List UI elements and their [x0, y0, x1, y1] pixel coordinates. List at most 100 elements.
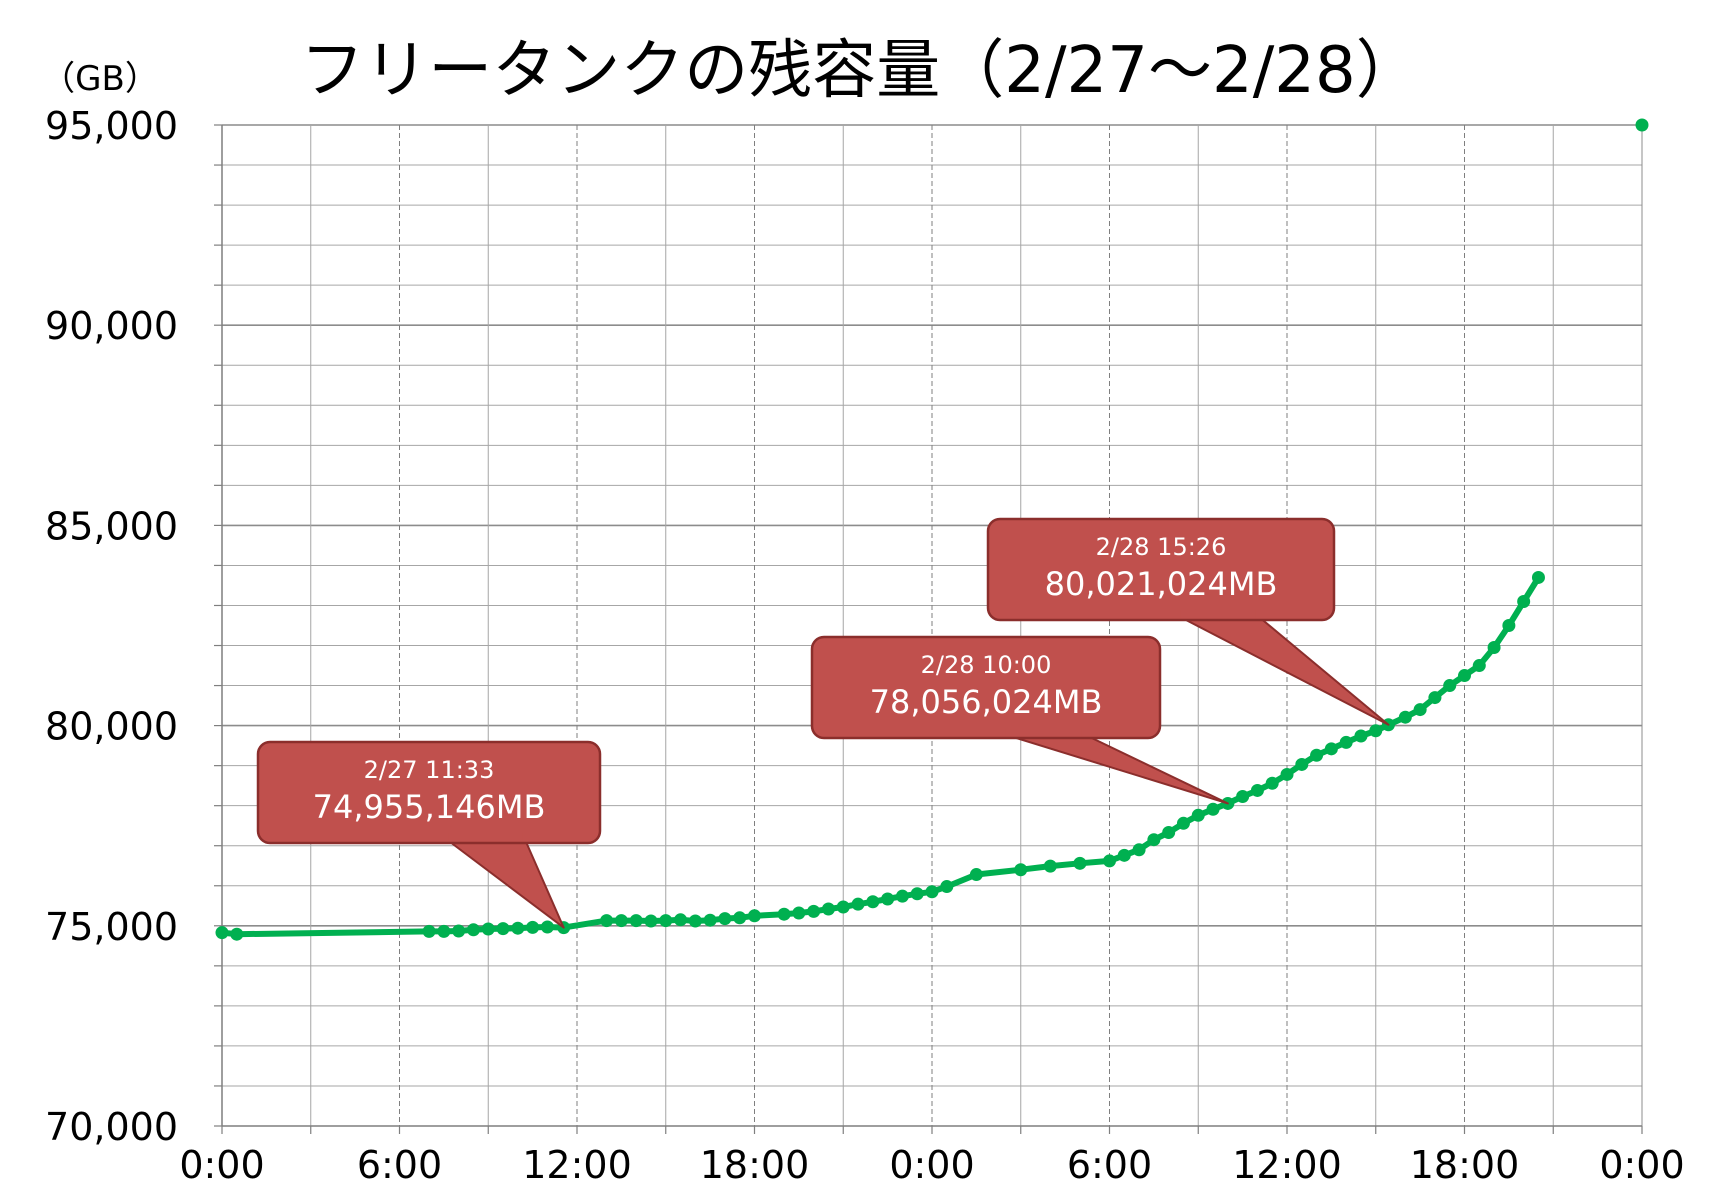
- series-point: [866, 895, 880, 909]
- callout-value: 78,056,024MB: [870, 683, 1103, 721]
- series-point: [1162, 826, 1176, 840]
- y-tick-label: 80,000: [45, 705, 178, 749]
- x-tick-label: 0:00: [889, 1143, 974, 1187]
- y-tick-labels: 70,000 75,000 80,000 85,000 90,000 95,000: [45, 104, 178, 1149]
- y-tick-label: 90,000: [45, 304, 178, 348]
- series-point: [851, 897, 865, 911]
- series-point: [1132, 843, 1146, 857]
- callout-seam: [1005, 728, 1082, 736]
- series-point: [1176, 816, 1190, 830]
- series-point: [1517, 594, 1531, 608]
- x-tick-label: 12:00: [522, 1143, 632, 1187]
- series-point: [511, 921, 525, 935]
- series-point: [1014, 863, 1028, 877]
- series-point: [1428, 691, 1442, 705]
- series-point: [1324, 742, 1338, 756]
- series-point: [1398, 710, 1412, 724]
- series-point: [688, 914, 702, 928]
- gridlines: [222, 124, 1643, 1126]
- series-point: [1073, 856, 1087, 870]
- series-point: [1280, 767, 1294, 781]
- y-axis-unit: （GB）: [41, 59, 159, 99]
- callout-time: 2/28 10:00: [921, 651, 1052, 679]
- callout-box: [986, 517, 1336, 622]
- callout-seam: [1180, 610, 1256, 618]
- series-point: [733, 911, 747, 925]
- series-point: [895, 889, 909, 903]
- x-tick-label: 18:00: [700, 1143, 810, 1187]
- series-point: [600, 914, 614, 928]
- x-tick-label: 0:00: [179, 1143, 264, 1187]
- series-point: [1502, 619, 1516, 632]
- series-point: [526, 920, 540, 934]
- series-point: [437, 924, 451, 938]
- series-point: [496, 922, 510, 936]
- callouts: 2/27 11:33 74,955,146MB 2/28 10:00 78,056,0…: [256, 517, 1390, 929]
- series-point: [1206, 802, 1220, 816]
- series-point: [659, 914, 673, 928]
- series-point: [215, 926, 229, 940]
- series-point: [1472, 659, 1486, 673]
- series-point: [540, 920, 554, 934]
- x-tick-label: 6:00: [1067, 1143, 1152, 1187]
- chart-title: フリータンクの残容量（2/27〜2/28）: [300, 34, 1419, 108]
- series-point: [422, 924, 436, 938]
- callout-box: [256, 740, 602, 845]
- series-point-outlier: [1635, 118, 1649, 132]
- callout: 2/28 10:00 78,056,024MB: [810, 635, 1229, 805]
- series-point: [1369, 724, 1383, 738]
- series-point: [881, 892, 895, 906]
- series-point: [1191, 808, 1205, 822]
- callout-time: 2/27 11:33: [364, 756, 495, 784]
- series-point: [792, 906, 806, 920]
- series-point: [718, 912, 732, 926]
- series-point: [644, 914, 658, 928]
- y-tick-label: 95,000: [45, 104, 178, 148]
- series-point: [466, 923, 480, 937]
- series-point: [674, 913, 688, 927]
- series-green: [215, 118, 1649, 941]
- y-tick-label: 85,000: [45, 504, 178, 548]
- series-point: [1265, 776, 1279, 790]
- series-point: [629, 914, 643, 928]
- series-point: [703, 913, 717, 927]
- series-point: [1103, 854, 1116, 868]
- series-point: [836, 900, 850, 914]
- series-point: [1339, 735, 1353, 749]
- callout-box: [810, 635, 1162, 740]
- axes: [214, 124, 1643, 1134]
- callout-time: 2/28 15:26: [1096, 533, 1227, 561]
- series-point: [1458, 669, 1471, 683]
- series-point: [910, 887, 924, 901]
- series-point: [821, 902, 835, 916]
- x-tick-label: 12:00: [1232, 1143, 1342, 1187]
- y-tick-label: 70,000: [45, 1105, 178, 1149]
- callout-value: 80,021,024MB: [1045, 565, 1278, 603]
- series-point: [807, 904, 821, 918]
- series-point: [230, 927, 244, 941]
- series-point: [748, 909, 761, 923]
- series-point: [925, 885, 939, 899]
- x-tick-label: 18:00: [1410, 1143, 1520, 1187]
- series-point: [940, 880, 954, 894]
- x-tick-label: 6:00: [357, 1143, 442, 1187]
- series-point: [1236, 789, 1250, 803]
- series-point: [1487, 641, 1501, 655]
- series-point: [777, 907, 791, 921]
- series-point: [1147, 833, 1161, 847]
- series-point: [1354, 729, 1368, 743]
- series-point: [1413, 703, 1427, 717]
- series-point: [1443, 679, 1457, 693]
- series-point: [969, 868, 983, 882]
- x-tick-labels: 0:00 6:00 12:00 18:00 0:00 6:00 12:00 18:00 0:00: [179, 1143, 1684, 1187]
- series-point: [1117, 848, 1131, 862]
- series-point: [1295, 757, 1309, 771]
- callout: 2/27 11:33 74,955,146MB: [256, 740, 602, 929]
- series-point: [481, 922, 495, 936]
- series-point: [452, 924, 466, 938]
- series-point: [1043, 859, 1057, 873]
- callout: 2/28 15:26 80,021,024MB: [986, 517, 1390, 726]
